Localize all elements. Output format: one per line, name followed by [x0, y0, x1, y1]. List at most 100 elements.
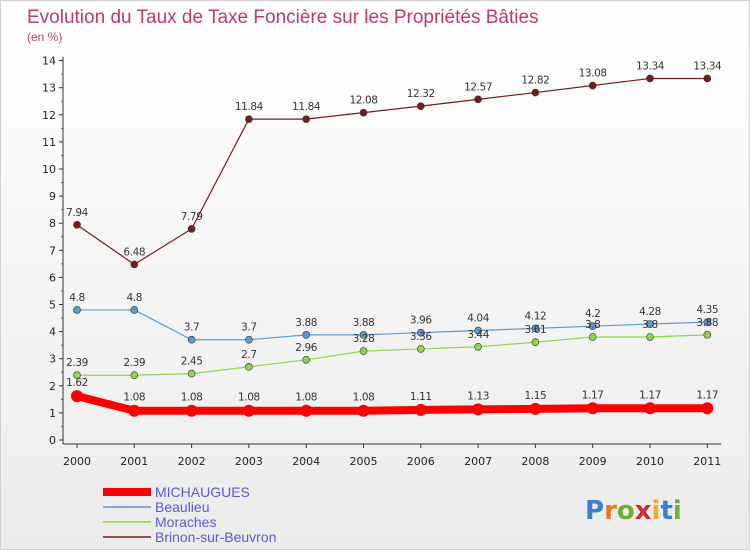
data-label-moraches: 3.8 — [585, 319, 601, 331]
data-point-beaulieu — [73, 306, 81, 314]
data-point-moraches — [130, 371, 139, 380]
data-label-brinon-sur-beuvron: 13.08 — [579, 68, 607, 80]
data-label-beaulieu: 4.12 — [525, 310, 547, 322]
data-label-brinon-sur-beuvron: 13.34 — [636, 60, 665, 72]
data-point-michaugues — [701, 402, 714, 415]
y-tick-label: 1 — [49, 407, 56, 420]
logo-letter: o — [617, 496, 635, 526]
x-tick-label: 2000 — [63, 455, 91, 468]
series-beaulieu: 4.8 4.8 3.7 3.7 3.88 3.88 3.96 4.04 4.12 4.2 4.28 4… — [69, 292, 719, 344]
data-label-moraches: 3.88 — [696, 317, 718, 329]
data-point-brinon-sur-beuvron — [73, 221, 81, 229]
legend: MICHAUGUESBeaulieuMorachesBrinon-sur-Beu… — [103, 484, 276, 545]
logo-letter: i — [652, 496, 661, 526]
proxiti-logo: Proxiti — [585, 496, 682, 526]
x-tick-label: 2003 — [235, 455, 263, 468]
y-tick-label: 6 — [49, 271, 56, 284]
data-point-beaulieu — [531, 324, 540, 333]
series-line-brinon-sur-beuvron — [76, 77, 708, 265]
data-label-michaugues: 1.08 — [295, 392, 317, 404]
data-label-moraches: 2.39 — [66, 357, 88, 369]
data-point-moraches — [416, 345, 425, 353]
logo-letter: x — [635, 496, 652, 526]
data-point-michaugues — [644, 402, 656, 415]
data-point-brinon-sur-beuvron — [245, 115, 253, 123]
data-point-moraches — [703, 331, 712, 339]
data-label-michaugues: 1.15 — [525, 390, 547, 402]
data-label-beaulieu: 4.28 — [639, 306, 661, 318]
y-tick-label: 5 — [49, 299, 56, 312]
data-label-moraches: 3.8 — [642, 319, 658, 331]
data-point-beaulieu — [130, 306, 139, 314]
data-point-beaulieu — [359, 331, 368, 339]
data-label-moraches: 2.96 — [295, 342, 317, 354]
data-label-moraches: 3.36 — [410, 331, 432, 343]
data-label-michaugues: 1.08 — [181, 392, 203, 404]
data-point-brinon-sur-beuvron — [359, 108, 368, 117]
data-point-beaulieu — [416, 328, 425, 337]
data-label-michaugues: 1.08 — [238, 392, 260, 404]
data-point-moraches — [646, 333, 654, 341]
data-label-michaugues: 1.17 — [639, 389, 661, 401]
data-label-moraches: 2.39 — [123, 357, 145, 369]
data-point-moraches — [359, 347, 368, 355]
series-line-moraches — [77, 334, 708, 376]
data-point-moraches — [588, 333, 597, 341]
logo-text: Proxiti — [585, 496, 682, 526]
data-point-moraches — [474, 342, 482, 351]
data-point-brinon-sur-beuvron — [187, 225, 196, 233]
data-point-michaugues — [242, 404, 255, 417]
series-michaugues: 1.62 1.08 1.08 1.08 1.08 1.08 1.11 1.13 1.15 1.17… — [66, 377, 719, 417]
data-label-brinon-sur-beuvron: 12.82 — [521, 75, 549, 87]
data-label-michaugues: 1.13 — [467, 390, 489, 402]
data-point-michaugues — [185, 404, 198, 417]
series-brinon-sur-beuvron: 7.94 6.48 7.79 11.84 11.84 12.08 12.32 12.57 12.… — [66, 60, 722, 269]
data-point-beaulieu — [588, 322, 597, 330]
data-label-brinon-sur-beuvron: 7.79 — [181, 211, 203, 223]
data-label-brinon-sur-beuvron: 11.84 — [292, 101, 321, 113]
data-point-brinon-sur-beuvron — [416, 102, 425, 110]
data-point-beaulieu — [245, 335, 253, 344]
data-label-brinon-sur-beuvron: 7.94 — [66, 207, 88, 219]
data-label-beaulieu: 3.88 — [353, 317, 375, 329]
plot-area: 7.94 6.48 7.79 11.84 11.84 12.08 12.32 12.57 12.… — [66, 60, 722, 417]
data-label-moraches: 3.44 — [467, 329, 489, 341]
x-tick-label: 2002 — [178, 455, 206, 468]
x-tick-label: 2001 — [120, 455, 148, 468]
logo-letter: P — [585, 496, 604, 526]
data-point-michaugues — [300, 404, 313, 417]
data-point-michaugues — [414, 403, 427, 416]
data-point-beaulieu — [302, 331, 311, 339]
y-tick-label: 4 — [49, 326, 56, 339]
data-point-beaulieu — [187, 335, 196, 344]
data-point-beaulieu — [474, 326, 482, 335]
data-label-beaulieu: 3.7 — [184, 322, 200, 334]
x-tick-label: 2010 — [636, 455, 664, 468]
data-point-beaulieu — [703, 318, 712, 326]
legend-label: Beaulieu — [155, 499, 210, 515]
data-point-moraches — [531, 338, 540, 346]
data-label-brinon-sur-beuvron: 12.57 — [464, 81, 492, 93]
y-tick-label: 11 — [42, 136, 56, 149]
data-point-beaulieu — [646, 320, 654, 328]
data-label-beaulieu: 4.35 — [696, 304, 718, 316]
y-tick-label: 9 — [49, 190, 56, 203]
data-point-moraches — [187, 369, 196, 378]
data-label-michaugues: 1.62 — [66, 377, 88, 389]
data-label-beaulieu: 4.2 — [585, 308, 601, 320]
y-tick-label: 3 — [49, 353, 56, 366]
series-line-michaugues — [76, 392, 708, 415]
data-label-brinon-sur-beuvron: 12.32 — [407, 88, 435, 100]
data-label-beaulieu: 3.96 — [410, 315, 432, 327]
y-tick-label: 7 — [49, 244, 56, 257]
data-point-brinon-sur-beuvron — [302, 115, 311, 123]
x-tick-label: 2008 — [521, 455, 549, 468]
data-point-michaugues — [529, 402, 542, 415]
chart-subtitle: (en %) — [27, 30, 62, 44]
data-point-moraches — [245, 363, 253, 371]
y-tick-label: 12 — [42, 109, 56, 122]
data-label-moraches: 3.28 — [353, 333, 375, 345]
x-tick-label: 2009 — [579, 455, 607, 468]
data-label-moraches: 3.61 — [525, 324, 547, 336]
